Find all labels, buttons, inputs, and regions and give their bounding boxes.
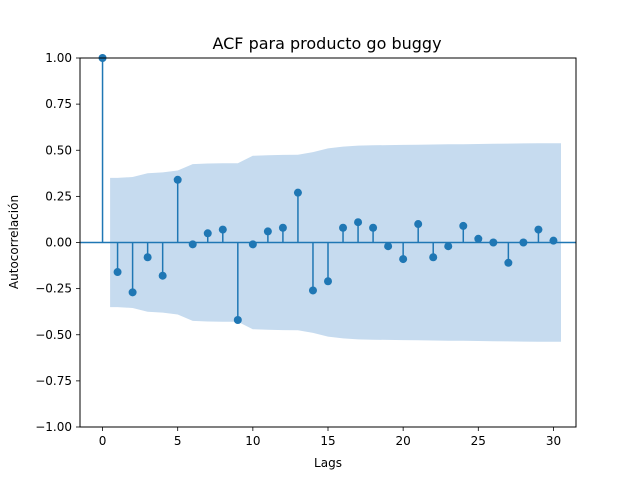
acf-marker-lag-13 (293, 188, 302, 197)
acf-marker-lag-9 (233, 315, 242, 324)
y-tick-label: 0.50 (45, 143, 72, 157)
acf-marker-lag-29 (534, 225, 543, 234)
y-tick-label: 0.75 (45, 97, 72, 111)
x-tick-label: 30 (546, 434, 561, 448)
x-tick-label: 20 (396, 434, 411, 448)
acf-marker-lag-3 (143, 253, 152, 262)
acf-marker-lag-27 (504, 258, 513, 267)
acf-marker-lag-14 (308, 286, 317, 295)
chart-title: ACF para producto go buggy (212, 34, 441, 53)
acf-marker-lag-18 (369, 223, 378, 232)
acf-marker-lag-2 (128, 288, 137, 297)
acf-marker-lag-10 (248, 240, 257, 249)
x-tick-label: 25 (471, 434, 486, 448)
y-axis-ticks: −1.00 −0.75 −0.50 −0.25 0.00 0.25 0.50 0.75 1.00 (35, 51, 80, 434)
y-tick-label: 1.00 (45, 51, 72, 65)
acf-marker-lag-8 (218, 225, 227, 234)
acf-marker-lag-11 (263, 227, 272, 236)
acf-marker-lag-6 (188, 240, 197, 249)
acf-marker-lag-22 (429, 253, 438, 262)
acf-marker-lag-4 (158, 271, 167, 280)
y-tick-label: −1.00 (35, 420, 72, 434)
x-tick-label: 5 (174, 434, 182, 448)
y-tick-label: −0.75 (35, 374, 72, 388)
acf-marker-lag-20 (399, 255, 408, 264)
y-tick-label: 0.25 (45, 189, 72, 203)
acf-stems (98, 54, 558, 324)
acf-marker-lag-23 (444, 242, 453, 251)
acf-marker-lag-30 (549, 236, 558, 245)
acf-marker-lag-26 (489, 238, 498, 247)
acf-marker-lag-17 (354, 218, 363, 227)
x-axis-ticks: 0 5 10 15 20 25 30 (99, 427, 561, 448)
acf-marker-lag-15 (324, 277, 332, 286)
x-tick-label: 0 (99, 434, 107, 448)
x-tick-label: 15 (320, 434, 335, 448)
acf-marker-lag-19 (384, 242, 393, 251)
acf-marker-lag-25 (474, 234, 483, 243)
acf-marker-lag-1 (113, 268, 122, 277)
y-tick-label: 0.00 (45, 236, 72, 250)
acf-marker-lag-21 (414, 220, 423, 229)
y-tick-label: −0.25 (35, 282, 72, 296)
acf-marker-lag-24 (459, 221, 468, 230)
x-tick-label: 10 (245, 434, 260, 448)
x-axis-label: Lags (314, 456, 342, 470)
y-tick-label: −0.50 (35, 328, 72, 342)
acf-marker-lag-16 (339, 223, 348, 232)
y-axis-label: Autocorrelación (7, 195, 21, 289)
acf-marker-lag-12 (278, 223, 287, 232)
acf-marker-lag-5 (173, 175, 182, 184)
acf-marker-lag-28 (519, 238, 528, 247)
acf-marker-lag-7 (203, 229, 212, 238)
